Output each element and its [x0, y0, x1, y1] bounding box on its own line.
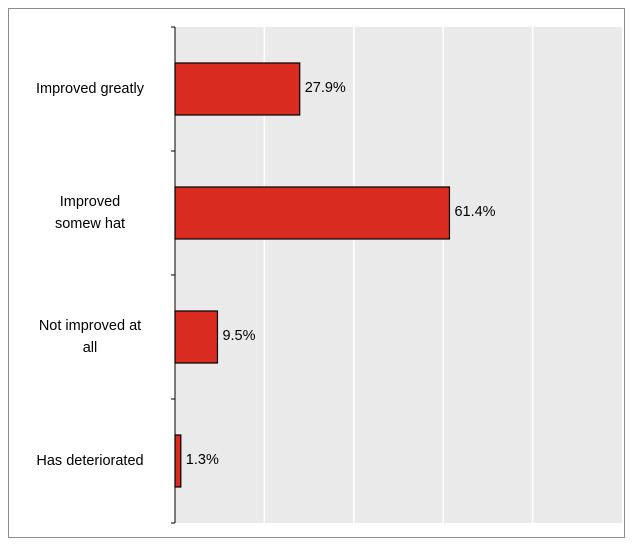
- bar: [174, 310, 219, 364]
- data-label: 27.9%: [305, 80, 346, 96]
- bar: [174, 434, 182, 488]
- category-label: Improved greatly: [36, 81, 144, 97]
- category-label: Improved somew hat: [54, 194, 126, 232]
- category-label: Not improved at all: [38, 318, 142, 356]
- data-label: 1.3%: [186, 452, 219, 468]
- bar: [174, 186, 451, 240]
- category-label: Has deteriorated: [36, 453, 144, 469]
- data-label: 9.5%: [222, 328, 255, 344]
- bar: [174, 62, 301, 116]
- data-label: 61.4%: [454, 204, 495, 220]
